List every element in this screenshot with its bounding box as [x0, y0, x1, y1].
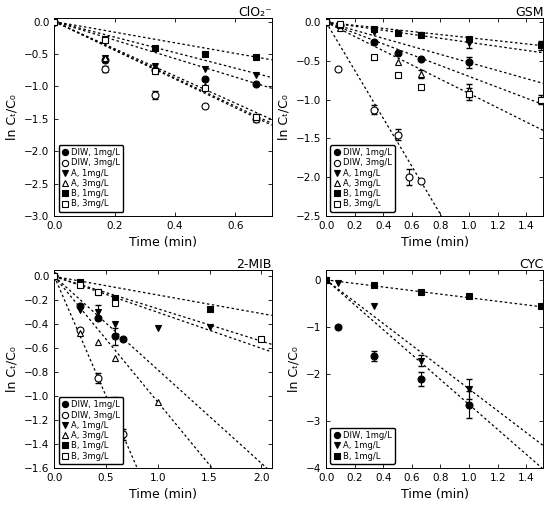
Text: CYC: CYC [519, 258, 544, 271]
Y-axis label: ln Cₜ/C₀: ln Cₜ/C₀ [5, 346, 19, 392]
X-axis label: Time (min): Time (min) [129, 236, 197, 249]
X-axis label: Time (min): Time (min) [401, 488, 469, 501]
Text: ClO₂⁻: ClO₂⁻ [238, 6, 272, 19]
X-axis label: Time (min): Time (min) [129, 488, 197, 501]
Legend: DIW, 1mg/L, A, 1mg/L, B, 1mg/L: DIW, 1mg/L, A, 1mg/L, B, 1mg/L [330, 428, 395, 464]
Legend: DIW, 1mg/L, DIW, 3mg/L, A, 1mg/L, A, 3mg/L, B, 1mg/L, B, 3mg/L: DIW, 1mg/L, DIW, 3mg/L, A, 1mg/L, A, 3mg… [59, 397, 123, 464]
Text: GSM: GSM [515, 6, 544, 19]
Legend: DIW, 1mg/L, DIW, 3mg/L, A, 1mg/L, A, 3mg/L, B, 1mg/L, B, 3mg/L: DIW, 1mg/L, DIW, 3mg/L, A, 1mg/L, A, 3mg… [59, 145, 123, 212]
Text: 2-MIB: 2-MIB [237, 258, 272, 271]
Y-axis label: ln Cₜ/C₀: ln Cₜ/C₀ [287, 346, 300, 392]
Y-axis label: ln Cₜ/C₀: ln Cₜ/C₀ [277, 94, 290, 140]
X-axis label: Time (min): Time (min) [401, 236, 469, 249]
Y-axis label: ln Cₜ/C₀: ln Cₜ/C₀ [5, 94, 19, 140]
Legend: DIW, 1mg/L, DIW, 3mg/L, A, 1mg/L, A, 3mg/L, B, 1mg/L, B, 3mg/L: DIW, 1mg/L, DIW, 3mg/L, A, 1mg/L, A, 3mg… [330, 145, 395, 212]
